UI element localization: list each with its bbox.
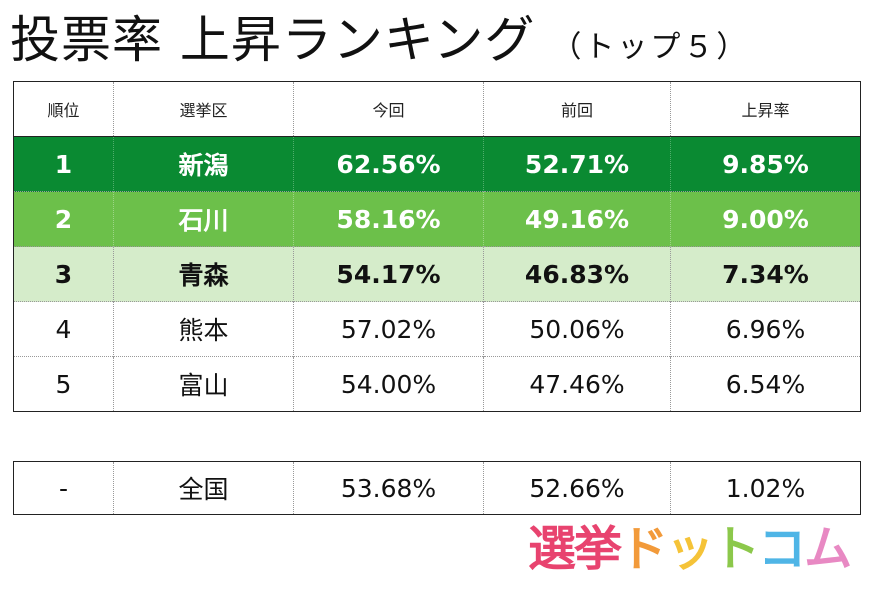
table-row: 4 熊本 57.02% 50.06% 6.96%	[13, 301, 861, 357]
rank-cell: -	[58, 473, 69, 503]
district-cell: 石川	[113, 191, 294, 247]
previous-cell: 47.46%	[483, 356, 671, 412]
current-cell: 62.56%	[293, 136, 484, 192]
table-row: 5 富山 54.00% 47.46% 6.54%	[13, 356, 861, 412]
previous-cell: 46.83%	[483, 246, 671, 302]
title-main: 投票率 上昇ランキング	[10, 11, 536, 69]
current-cell: 53.68%	[293, 461, 484, 515]
ranking-table: 順位 選挙区 今回 前回 上昇率 1 新潟 62.56% 52.71% 9.85…	[13, 81, 861, 412]
table-header-row: 順位 選挙区 今回 前回 上昇率	[13, 81, 861, 137]
increase-cell: 6.96%	[670, 301, 861, 357]
rank-cell: 5	[13, 356, 114, 412]
district-cell: 新潟	[113, 136, 294, 192]
previous-cell: 52.66%	[483, 461, 671, 515]
rank-cell: 3	[13, 246, 114, 302]
header-district: 選挙区	[113, 81, 294, 137]
current-cell: 54.17%	[293, 246, 484, 302]
header-increase: 上昇率	[670, 81, 861, 137]
title-sub: （トップ５）	[551, 30, 750, 65]
increase-cell: 1.02%	[670, 461, 861, 515]
national-row: - 全国 53.68% 52.66% 1.02%	[14, 461, 861, 515]
header-previous: 前回	[483, 81, 671, 137]
current-cell: 58.16%	[293, 191, 484, 247]
district-cell: 青森	[113, 246, 294, 302]
previous-cell: 52.71%	[483, 136, 671, 192]
previous-cell: 49.16%	[483, 191, 671, 247]
current-cell: 54.00%	[293, 356, 484, 412]
rank-cell: 2	[13, 191, 114, 247]
district-cell: 全国	[113, 461, 294, 515]
senkyo-dotcom-logo: 選挙ドットコム	[528, 519, 852, 579]
current-cell: 57.02%	[293, 301, 484, 357]
district-cell: 富山	[113, 356, 294, 412]
logo-char: ド	[620, 521, 668, 577]
header-current: 今回	[293, 81, 484, 137]
logo-char: 選	[528, 521, 576, 577]
logo-char: ト	[712, 521, 760, 577]
district-cell: 熊本	[113, 301, 294, 357]
logo-char: 挙	[574, 521, 622, 577]
rank-cell: 1	[13, 136, 114, 192]
table-row: 3 青森 54.17% 46.83% 7.34%	[13, 246, 861, 302]
table-row: 2 石川 58.16% 49.16% 9.00%	[13, 191, 861, 247]
table-row: 1 新潟 62.56% 52.71% 9.85%	[13, 136, 861, 192]
increase-cell: 9.85%	[670, 136, 861, 192]
increase-cell: 6.54%	[670, 356, 861, 412]
rank-cell: 4	[13, 301, 114, 357]
increase-cell: 7.34%	[670, 246, 861, 302]
page-title: 投票率 上昇ランキング （トップ５）	[10, 4, 749, 84]
logo-char: ム	[804, 521, 852, 577]
logo-char: ッ	[666, 521, 714, 577]
header-rank: 順位	[13, 81, 114, 137]
increase-cell: 9.00%	[670, 191, 861, 247]
national-table: - 全国 53.68% 52.66% 1.02%	[13, 461, 861, 515]
previous-cell: 50.06%	[483, 301, 671, 357]
logo-char: コ	[758, 521, 806, 577]
